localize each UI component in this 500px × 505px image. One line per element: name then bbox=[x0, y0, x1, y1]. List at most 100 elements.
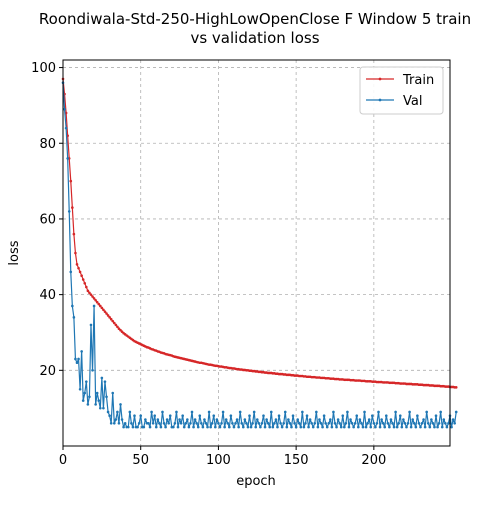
data-point-val bbox=[248, 414, 251, 418]
data-point-val bbox=[240, 421, 244, 425]
data-point-val bbox=[77, 357, 80, 361]
data-point-val bbox=[201, 425, 205, 429]
data-point-val bbox=[106, 410, 110, 414]
data-point-val bbox=[414, 425, 418, 429]
data-point-val bbox=[451, 418, 455, 421]
data-point-val bbox=[265, 418, 268, 421]
data-point-val bbox=[88, 395, 91, 399]
data-point-train bbox=[100, 306, 104, 310]
data-point-train bbox=[83, 281, 87, 285]
data-point-train bbox=[112, 321, 116, 325]
data-point-val bbox=[123, 421, 127, 425]
data-point-val bbox=[119, 403, 122, 406]
data-point-val bbox=[339, 425, 343, 429]
plot-frame bbox=[62, 59, 451, 447]
data-point-val bbox=[190, 410, 194, 414]
data-point-train bbox=[105, 312, 108, 315]
data-point-val bbox=[105, 395, 108, 399]
data-point-val bbox=[408, 410, 411, 414]
data-point-val bbox=[383, 425, 387, 429]
data-point-val bbox=[384, 414, 388, 418]
data-point-val bbox=[95, 391, 99, 395]
data-point-val bbox=[162, 421, 166, 425]
data-point-val bbox=[224, 418, 228, 421]
data-point-val bbox=[215, 418, 219, 421]
data-point-val bbox=[212, 414, 216, 418]
data-point-val bbox=[167, 421, 170, 425]
data-point-val bbox=[307, 425, 310, 429]
data-point-val bbox=[316, 425, 320, 429]
data-point-val bbox=[430, 418, 433, 421]
data-point-val bbox=[333, 421, 337, 425]
data-point-train bbox=[92, 297, 96, 300]
data-point-val bbox=[358, 418, 362, 421]
data-point-train bbox=[71, 206, 74, 209]
data-point-val bbox=[193, 418, 197, 421]
data-point-val bbox=[325, 425, 329, 429]
data-point-val bbox=[69, 270, 73, 274]
data-point-val bbox=[349, 418, 352, 421]
data-point-val bbox=[288, 421, 292, 425]
data-point-val bbox=[85, 380, 88, 383]
y-tick-label: 60 bbox=[39, 212, 56, 227]
legend: Train Val bbox=[359, 66, 444, 115]
data-point-val bbox=[366, 421, 369, 425]
data-point-val bbox=[207, 410, 211, 414]
data-point-val bbox=[168, 414, 172, 418]
data-point-train bbox=[103, 310, 107, 313]
data-point-val bbox=[322, 414, 326, 418]
data-point-val bbox=[324, 421, 327, 425]
data-point-val bbox=[210, 421, 214, 425]
data-point-val bbox=[412, 421, 416, 425]
data-point-val bbox=[83, 391, 87, 395]
data-point-val bbox=[86, 403, 90, 406]
data-point-val bbox=[102, 406, 105, 410]
data-point-val bbox=[280, 425, 284, 429]
y-tick-label: 20 bbox=[39, 364, 56, 379]
data-point-val bbox=[409, 425, 413, 429]
data-point-train bbox=[80, 274, 83, 278]
data-point-val bbox=[203, 418, 206, 421]
data-point-val bbox=[291, 414, 295, 418]
data-point-val bbox=[416, 414, 419, 418]
data-point-val bbox=[353, 421, 357, 425]
data-point-val bbox=[294, 425, 298, 429]
data-point-val bbox=[89, 323, 93, 327]
data-point-val bbox=[91, 369, 94, 372]
data-point-val bbox=[131, 425, 135, 429]
data-point-val bbox=[420, 421, 424, 425]
data-point-val bbox=[260, 421, 264, 425]
data-point-val bbox=[350, 421, 354, 425]
series-val bbox=[61, 81, 458, 429]
data-point-val bbox=[423, 425, 427, 429]
data-point-val bbox=[108, 414, 111, 418]
data-point-val bbox=[417, 421, 421, 425]
data-point-val bbox=[406, 421, 410, 425]
chart-title-line2: vs validation loss bbox=[190, 29, 319, 47]
data-point-val bbox=[266, 421, 270, 425]
data-point-val bbox=[311, 425, 315, 429]
data-point-val bbox=[335, 425, 338, 429]
data-point-val bbox=[94, 403, 97, 406]
data-point-val bbox=[126, 425, 130, 429]
data-point-val bbox=[330, 425, 334, 429]
x-tick-label: 100 bbox=[206, 453, 231, 468]
data-point-val bbox=[388, 425, 391, 429]
data-point-val bbox=[245, 421, 248, 425]
data-point-val bbox=[355, 414, 359, 418]
data-point-train bbox=[106, 314, 110, 317]
series-group bbox=[61, 77, 458, 429]
data-point-val bbox=[378, 425, 382, 429]
data-point-val bbox=[395, 425, 399, 429]
data-point-val bbox=[217, 421, 220, 425]
data-point-val bbox=[321, 425, 324, 429]
data-point-val bbox=[81, 399, 85, 402]
data-point-val bbox=[231, 421, 234, 425]
data-point-val bbox=[148, 425, 152, 429]
data-point-val bbox=[308, 418, 312, 421]
data-point-val bbox=[189, 421, 192, 425]
data-point-val bbox=[165, 418, 169, 421]
data-point-val bbox=[63, 107, 66, 111]
data-point-val bbox=[122, 425, 125, 429]
ticks-group: 0 50 100 150 200 20 40 60 80 100 bbox=[31, 61, 386, 468]
